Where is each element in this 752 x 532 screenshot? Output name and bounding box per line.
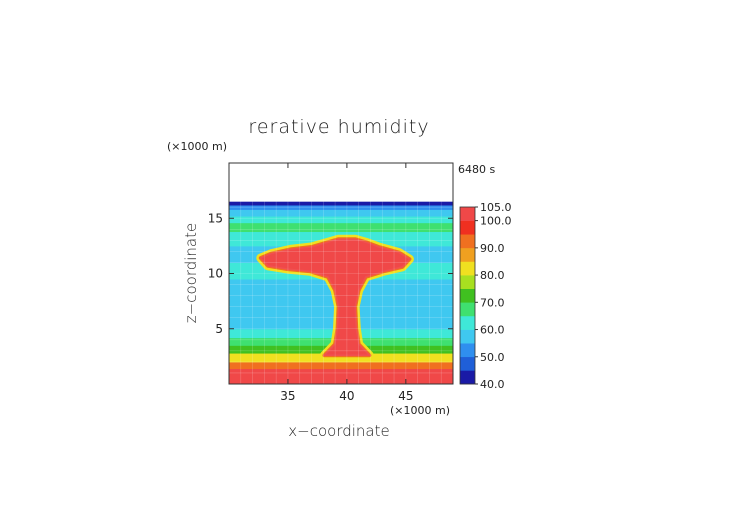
colorbar-tick-label-50: 50.0 bbox=[480, 351, 505, 364]
plot-area bbox=[229, 163, 453, 384]
humidity-layer-14 bbox=[229, 204, 453, 210]
y-unit-label: (×1000 m) bbox=[167, 140, 227, 153]
colorbar-tick-label-105: 105.0 bbox=[480, 201, 512, 214]
humidity-layer-1 bbox=[229, 361, 453, 370]
plot-grid bbox=[229, 163, 453, 384]
chart-title: rerative humidity bbox=[248, 116, 429, 138]
humidity-layer-12 bbox=[229, 216, 453, 224]
colorbar-segment-95 bbox=[460, 220, 475, 235]
colorbar-tick-label-80: 80.0 bbox=[480, 269, 505, 282]
y-tick-label-5: 5 bbox=[215, 322, 223, 336]
humidity-layer-15 bbox=[229, 201, 453, 206]
axis-ticks: 35 40 45 5 10 15 bbox=[208, 163, 453, 403]
y-axis-label: z−coordinate bbox=[182, 223, 200, 323]
colorbar-segment-65 bbox=[460, 302, 475, 317]
colorbar-tick-label-70: 70.0 bbox=[480, 296, 505, 309]
colorbar-segment-50 bbox=[460, 343, 475, 358]
y-tick-label-10: 10 bbox=[208, 267, 223, 281]
y-tick-label-15: 15 bbox=[208, 211, 223, 225]
colorbar-segment-80 bbox=[460, 261, 475, 276]
colorbar-segment-45 bbox=[460, 356, 475, 371]
colorbar-segment-60 bbox=[460, 315, 475, 330]
humidity-layer-13 bbox=[229, 209, 453, 217]
colorbar-tick-label-40: 40.0 bbox=[480, 378, 505, 391]
x-tick-label-35: 35 bbox=[280, 389, 295, 403]
colorbar-segment-90 bbox=[460, 234, 475, 249]
humidity-layer-0 bbox=[229, 368, 453, 384]
x-tick-label-45: 45 bbox=[398, 389, 413, 403]
humidity-layer-11 bbox=[229, 222, 453, 233]
colorbar-segment-55 bbox=[460, 329, 475, 344]
x-unit-label: (×1000 m) bbox=[390, 404, 450, 417]
time-label: 6480 s bbox=[458, 163, 495, 176]
colorbar-tick-label-90: 90.0 bbox=[480, 242, 505, 255]
colorbar-segment-70 bbox=[460, 288, 475, 303]
x-tick-label-40: 40 bbox=[339, 389, 354, 403]
colorbar-segment-100 bbox=[460, 207, 475, 221]
colorbar-frame bbox=[459, 206, 476, 385]
colorbar-segment-85 bbox=[460, 247, 475, 262]
x-axis-label: x−coordinate bbox=[288, 422, 389, 440]
colorbar-tick-label-60: 60.0 bbox=[480, 324, 505, 337]
colorbar-segment-75 bbox=[460, 275, 475, 289]
colorbar-segment-40 bbox=[460, 370, 475, 385]
cloud-core bbox=[259, 238, 411, 357]
colorbar-tick-label-100: 100.0 bbox=[480, 215, 512, 228]
